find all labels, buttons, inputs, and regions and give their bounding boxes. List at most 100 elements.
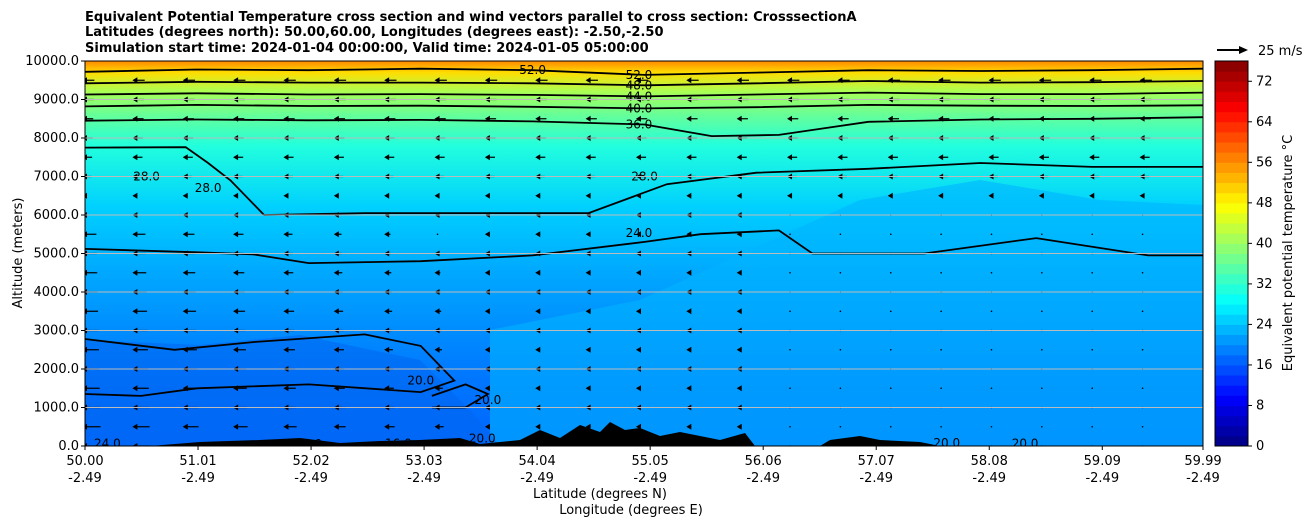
wind-arrow: [990, 233, 993, 236]
wind-arrow-head: [333, 269, 339, 276]
wind-arrow-head: [686, 423, 692, 430]
x-tick-label-lon: -2.49: [1085, 471, 1119, 486]
wind-arrow: [1141, 425, 1144, 428]
wind-arrow: [889, 348, 892, 351]
wind-arrow-head: [535, 308, 541, 315]
colorbar-segment: [1215, 334, 1248, 346]
wind-arrow-head: [434, 192, 440, 199]
quiver-key: 25 m/s: [1217, 44, 1303, 59]
x-tick-label-lon: -2.49: [972, 471, 1006, 486]
wind-arrow-head: [1038, 154, 1044, 161]
wind-arrow-head: [384, 154, 390, 161]
colorbar-segment: [1215, 192, 1248, 204]
wind-arrow-head: [635, 154, 641, 161]
wind-arrow-head: [988, 154, 994, 161]
contour-label: 48.0: [626, 78, 653, 92]
colorbar-tick-label: 0: [1256, 439, 1264, 454]
contour-label: 24.0: [626, 226, 653, 240]
wind-arrow: [889, 387, 892, 390]
wind-arrow: [839, 425, 842, 428]
colorbar-segment: [1215, 81, 1248, 92]
low-field-patch: [85, 335, 500, 446]
wind-arrow-head: [384, 423, 390, 430]
x-tick-label-lat: 58.08: [971, 454, 1008, 469]
contour-line-52: [85, 67, 1203, 76]
contour-label: 20.0: [933, 436, 960, 450]
wind-arrow: [1141, 233, 1144, 236]
plot-area: 52.0 52.048.044.040.036.028.028.028.024.0…: [85, 61, 1203, 451]
wind-arrow-head: [736, 385, 742, 392]
x-tick-label-lon: -2.49: [294, 471, 328, 486]
colorbar-segment: [1215, 253, 1248, 265]
wind-arrow-head: [233, 231, 239, 238]
wind-arrow-head: [736, 77, 742, 84]
wind-arrow-head: [484, 192, 490, 199]
wind-arrow: [789, 348, 791, 351]
colorbar-segment: [1215, 142, 1248, 153]
wind-arrow-head: [182, 423, 188, 430]
contour-line-36: [85, 116, 1203, 138]
wind-arrow: [990, 348, 993, 351]
wind-arrow-head: [585, 346, 591, 353]
colorbar-segment: [1215, 101, 1248, 113]
wind-arrow-head: [283, 154, 289, 161]
wind-arrow-head: [484, 346, 490, 353]
colorbar-label: Equivalent potential temperature °C: [1281, 135, 1296, 371]
wind-arrow: [940, 310, 942, 313]
y-tick-label: 0.0: [58, 439, 79, 454]
colorbar-segment: [1215, 61, 1248, 72]
wind-arrow: [990, 387, 993, 390]
y-tick-label: 9000.0: [34, 93, 80, 108]
wind-arrow-head: [686, 192, 692, 199]
contour-label: 52.0: [519, 63, 546, 77]
colorbar-tick-label: 48: [1256, 196, 1273, 211]
wind-arrow: [889, 425, 892, 428]
wind-arrow-head: [585, 269, 591, 276]
wind-arrow-head: [484, 154, 490, 161]
wind-arrow: [1141, 348, 1144, 351]
x-tick-label-lat: 59.09: [1084, 454, 1121, 469]
wind-arrow: [889, 310, 892, 313]
wind-arrow-head: [434, 154, 440, 161]
wind-arrow: [839, 348, 842, 351]
wind-arrow-head: [434, 346, 440, 353]
wind-arrow-head: [283, 308, 289, 315]
wind-arrow-head: [635, 115, 641, 122]
wind-arrow-head: [132, 231, 138, 238]
wind-arrow: [1091, 348, 1094, 351]
wind-arrow-head: [938, 192, 944, 199]
colorbar-tick-label: 56: [1256, 155, 1273, 170]
wind-arrow-head: [1089, 192, 1095, 199]
wind-arrow-head: [535, 192, 541, 199]
wind-arrow-head: [434, 308, 440, 315]
wind-arrow-head: [132, 154, 138, 161]
wind-arrow-head: [686, 77, 692, 84]
contour-label: 24.0: [94, 437, 121, 451]
wind-arrow-head: [635, 231, 641, 238]
wind-arrow-head: [686, 385, 692, 392]
chart-title-line-1: Equivalent Potential Temperature cross s…: [85, 10, 857, 25]
wind-arrow-head: [635, 385, 641, 392]
x-tick-label-lon: -2.49: [633, 471, 667, 486]
x-tick-label-lon: -2.49: [746, 471, 780, 486]
quiver-key-arrow-head: [1239, 46, 1248, 54]
wind-arrow-head: [182, 154, 188, 161]
wind-arrow-head: [585, 423, 591, 430]
wind-arrow-head: [938, 154, 944, 161]
colorbar-segment: [1215, 324, 1248, 336]
wind-arrow-head: [686, 308, 692, 315]
wind-arrow-head: [635, 269, 641, 276]
colorbar-tick-label: 72: [1256, 74, 1273, 89]
wind-arrow-head: [434, 269, 440, 276]
wind-arrow-head: [233, 269, 239, 276]
colorbar-segment: [1215, 223, 1248, 234]
contour-label: 36.0: [626, 118, 653, 132]
wind-arrow-head: [384, 269, 390, 276]
wind-arrow: [789, 387, 791, 390]
wind-arrow-head: [283, 346, 289, 353]
colorbar-segment: [1215, 182, 1248, 194]
wind-arrow-head: [686, 154, 692, 161]
x-tick-label-lat: 56.06: [745, 454, 782, 469]
colorbar-segment: [1215, 375, 1248, 386]
y-tick-label: 6000.0: [34, 208, 80, 223]
